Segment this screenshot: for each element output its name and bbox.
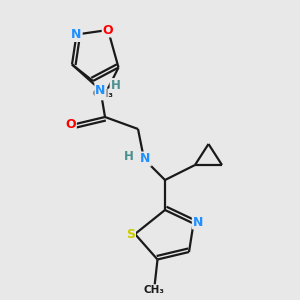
Text: N: N xyxy=(71,28,82,41)
Text: O: O xyxy=(103,23,113,37)
Text: H: H xyxy=(111,79,120,92)
Text: CH₃: CH₃ xyxy=(144,285,165,295)
Text: S: S xyxy=(126,227,135,241)
Text: CH₃: CH₃ xyxy=(93,89,114,100)
Text: N: N xyxy=(140,152,151,166)
Text: N: N xyxy=(95,83,106,97)
Text: N: N xyxy=(193,215,203,229)
Text: O: O xyxy=(65,118,76,131)
Text: H: H xyxy=(124,149,134,163)
